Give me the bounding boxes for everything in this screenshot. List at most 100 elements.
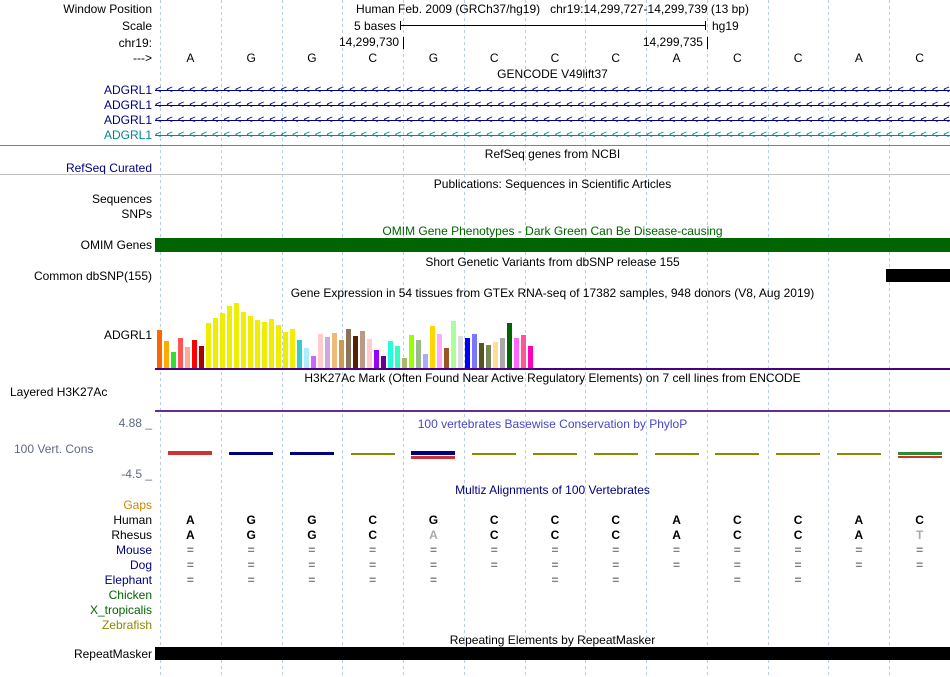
alignment-cell: T xyxy=(915,528,924,542)
layered-h3k27ac-label[interactable]: Layered H3K27Ac xyxy=(10,385,108,399)
common-dbsnp-label[interactable]: Common dbSNP(155) xyxy=(33,269,152,283)
gtex-expression-bar[interactable] xyxy=(388,341,393,368)
gtex-expression-bar[interactable] xyxy=(430,326,435,368)
gtex-expression-bar[interactable] xyxy=(192,340,197,368)
snps-track-label[interactable]: SNPs xyxy=(121,207,152,221)
gtex-expression-bar[interactable] xyxy=(262,322,267,368)
intron-line xyxy=(155,120,950,121)
gtex-expression-bar[interactable] xyxy=(185,347,190,368)
gtex-expression-bar[interactable] xyxy=(500,338,505,368)
gtex-expression-bar[interactable] xyxy=(318,334,323,368)
gtex-expression-bar[interactable] xyxy=(332,333,337,368)
gtex-gene-label[interactable]: ADGRL1 xyxy=(103,328,152,342)
alignment-cell: = xyxy=(308,543,316,557)
gtex-expression-chart[interactable] xyxy=(155,300,950,368)
gtex-expression-bar[interactable] xyxy=(227,306,232,368)
gtex-expression-bar[interactable] xyxy=(178,338,183,368)
gene-transcript-line[interactable]: <<<<<<<<<<<<<<<<<<<<<<<<<<<<<<<<<<<<<<<<… xyxy=(155,113,950,127)
gtex-expression-bar[interactable] xyxy=(325,337,330,368)
gtex-expression-bar[interactable] xyxy=(395,346,400,368)
repeatmasker-bar[interactable] xyxy=(155,647,950,660)
dbsnp-variant-bar[interactable] xyxy=(886,269,950,282)
gtex-expression-bar[interactable] xyxy=(234,303,239,368)
gtex-expression-bar[interactable] xyxy=(241,312,246,368)
gene-label[interactable]: ADGRL1 xyxy=(103,98,152,112)
species-label-zebrafish[interactable]: Zebrafish xyxy=(101,618,152,632)
gtex-expression-bar[interactable] xyxy=(157,330,162,368)
gtex-expression-bar[interactable] xyxy=(339,340,344,368)
sequences-track-label[interactable]: Sequences xyxy=(91,192,152,206)
gene-transcript-line[interactable]: <<<<<<<<<<<<<<<<<<<<<<<<<<<<<<<<<<<<<<<<… xyxy=(155,98,950,112)
species-label-chicken[interactable]: Chicken xyxy=(108,588,152,602)
gtex-expression-bar[interactable] xyxy=(283,332,288,368)
gtex-expression-bar[interactable] xyxy=(479,343,484,368)
gtex-expression-bar[interactable] xyxy=(409,335,414,368)
gtex-expression-bar[interactable] xyxy=(472,334,477,368)
vert-cons-label[interactable]: 100 Vert. Cons xyxy=(14,442,94,456)
gtex-expression-bar[interactable] xyxy=(213,318,218,368)
omim-genes-label[interactable]: OMIM Genes xyxy=(80,238,152,252)
gtex-expression-bar[interactable] xyxy=(465,338,470,368)
species-label-x-tropicalis[interactable]: X_tropicalis xyxy=(89,603,152,617)
omim-gene-bar[interactable] xyxy=(155,238,950,252)
gtex-expression-bar[interactable] xyxy=(360,331,365,368)
gtex-expression-bar[interactable] xyxy=(269,319,274,368)
species-label-mouse[interactable]: Mouse xyxy=(115,543,152,557)
intron-line xyxy=(155,135,950,136)
gtex-expression-bar[interactable] xyxy=(444,348,449,368)
repeatmasker-track-title: Repeating Elements by RepeatMasker xyxy=(449,633,656,647)
h3k27ac-baseline xyxy=(155,410,950,412)
species-label-dog[interactable]: Dog xyxy=(129,558,152,572)
publications-track-title: Publications: Sequences in Scientific Ar… xyxy=(433,177,672,191)
gtex-expression-bar[interactable] xyxy=(311,356,316,368)
refseq-curated-label[interactable]: RefSeq Curated xyxy=(65,161,152,175)
base-letter: C xyxy=(732,51,742,65)
gene-label[interactable]: ADGRL1 xyxy=(103,113,152,127)
gtex-expression-bar[interactable] xyxy=(164,341,169,368)
gtex-expression-bar[interactable] xyxy=(416,340,421,368)
gtex-expression-bar[interactable] xyxy=(507,323,512,368)
gtex-expression-bar[interactable] xyxy=(290,329,295,368)
gtex-expression-bar[interactable] xyxy=(528,346,533,368)
gtex-expression-bar[interactable] xyxy=(493,342,498,368)
gtex-expression-bar[interactable] xyxy=(248,316,253,368)
gtex-expression-bar[interactable] xyxy=(486,345,491,368)
gridline xyxy=(463,0,465,677)
gtex-expression-bar[interactable] xyxy=(458,336,463,368)
repeatmasker-label[interactable]: RepeatMasker xyxy=(73,647,152,661)
species-label-human[interactable]: Human xyxy=(113,513,152,527)
alignment-cell: = xyxy=(612,543,620,557)
gtex-expression-bar[interactable] xyxy=(276,325,281,368)
gtex-expression-bar[interactable] xyxy=(423,354,428,368)
gridline xyxy=(403,0,405,677)
gtex-expression-bar[interactable] xyxy=(402,358,407,368)
gtex-expression-bar[interactable] xyxy=(199,346,204,368)
gtex-expression-bar[interactable] xyxy=(353,336,358,368)
gtex-expression-bar[interactable] xyxy=(381,356,386,368)
scale-ruler: 5 bases hg19 xyxy=(155,19,950,33)
gtex-expression-bar[interactable] xyxy=(374,350,379,368)
gene-transcript-line[interactable]: <<<<<<<<<<<<<<<<<<<<<<<<<<<<<<<<<<<<<<<<… xyxy=(155,83,950,97)
coordinate-tick xyxy=(706,37,708,49)
species-label-elephant[interactable]: Elephant xyxy=(104,573,152,587)
gtex-expression-bar[interactable] xyxy=(255,320,260,368)
gtex-expression-bar[interactable] xyxy=(304,348,309,368)
gtex-expression-bar[interactable] xyxy=(297,340,302,368)
gtex-expression-bar[interactable] xyxy=(451,321,456,368)
gene-transcript-line[interactable]: <<<<<<<<<<<<<<<<<<<<<<<<<<<<<<<<<<<<<<<<… xyxy=(155,128,950,142)
gtex-expression-bar[interactable] xyxy=(220,313,225,368)
gtex-expression-bar[interactable] xyxy=(437,334,442,368)
species-label-gaps[interactable]: Gaps xyxy=(123,498,152,512)
species-label-rhesus[interactable]: Rhesus xyxy=(111,528,152,542)
gtex-expression-bar[interactable] xyxy=(514,338,519,368)
gtex-expression-bar[interactable] xyxy=(171,352,176,368)
gene-label[interactable]: ADGRL1 xyxy=(103,128,152,142)
gtex-expression-bar[interactable] xyxy=(367,339,372,368)
base-letter: C xyxy=(793,51,803,65)
gene-label[interactable]: ADGRL1 xyxy=(103,83,152,97)
gtex-expression-bar[interactable] xyxy=(521,335,526,368)
conservation-track[interactable] xyxy=(0,443,950,469)
gtex-expression-bar[interactable] xyxy=(206,323,211,368)
gtex-expression-bar[interactable] xyxy=(346,329,351,368)
